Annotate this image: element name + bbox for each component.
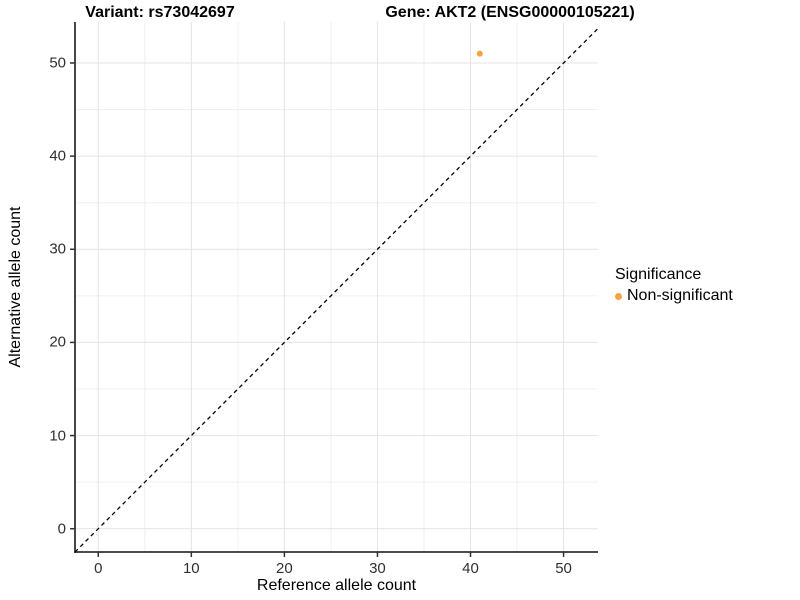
x-tick-label: 40	[462, 560, 479, 577]
x-tick-label: 10	[182, 560, 200, 577]
y-tick-label: 0	[57, 520, 66, 538]
y-tick-label: 20	[49, 333, 66, 351]
legend-item: Non-significant	[615, 287, 733, 305]
identity-line	[74, 28, 599, 553]
x-tick-label: 50	[555, 560, 572, 577]
legend: Significance Non-significant	[615, 266, 733, 305]
x-tick-label: 30	[369, 560, 386, 577]
y-tick-label: 50	[49, 54, 66, 72]
variant-title: Variant: rs73042697	[85, 4, 235, 21]
y-tick-label: 10	[49, 427, 66, 445]
x-tick-label: 20	[276, 560, 293, 577]
legend-item-label: Non-significant	[627, 287, 733, 304]
y-axis-title: Alternative allele count	[7, 206, 24, 368]
legend-title: Significance	[615, 266, 702, 283]
x-axis-title: Reference allele count	[256, 577, 417, 594]
gene-title: Gene: AKT2 (ENSG00000105221)	[385, 4, 635, 21]
legend-point-icon	[615, 292, 622, 300]
y-tick-label: 40	[49, 147, 66, 165]
x-tick-label: 0	[94, 560, 103, 577]
data-point	[476, 50, 483, 57]
y-tick-label: 30	[49, 240, 66, 258]
